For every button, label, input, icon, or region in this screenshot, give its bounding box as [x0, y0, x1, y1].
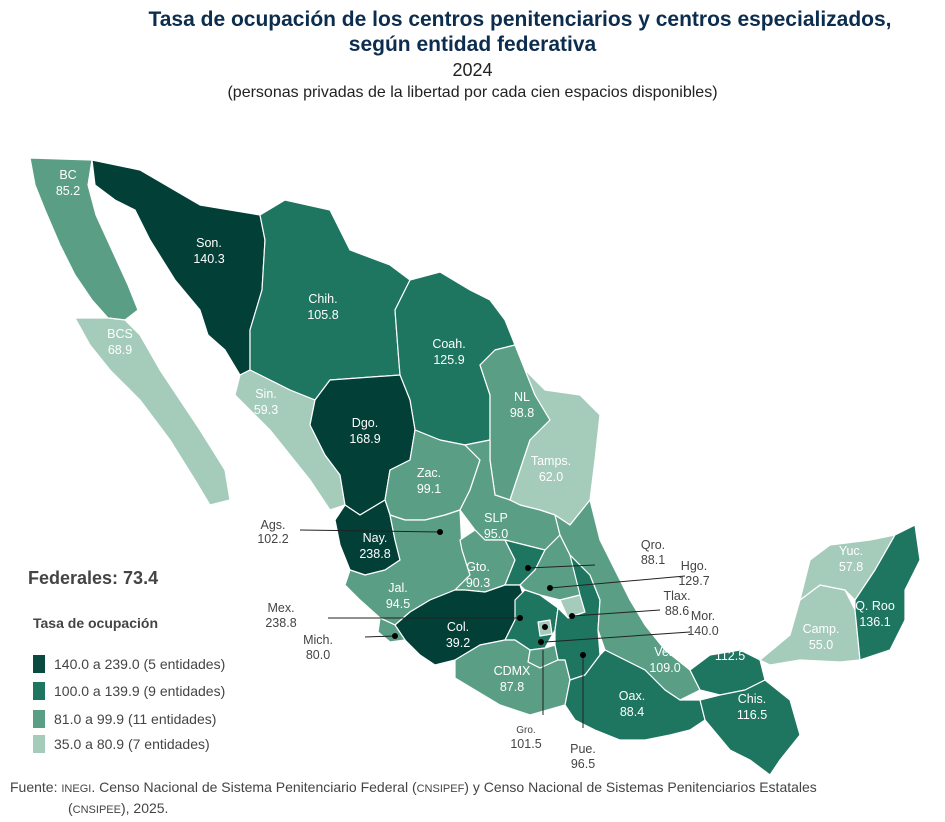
label-nl-abbr: NL: [514, 390, 530, 404]
source-cnsipee: CNSIPEE: [72, 804, 121, 816]
label-mex-abbr: Mex.: [267, 601, 294, 615]
label-tab-value: 112.5: [715, 649, 745, 663]
legend-label: 81.0 a 99.9 (11 entidades): [54, 711, 217, 727]
legend-label: 100.0 a 139.9 (9 entidades): [54, 683, 226, 699]
label-oax-abbr: Oax.: [619, 689, 645, 703]
state-chis[interactable]: [699, 679, 801, 776]
source-close: ), 2025.: [120, 800, 169, 816]
label-slp-abbr: SLP: [484, 511, 508, 525]
label-tamps-abbr: Tamps.: [531, 454, 571, 468]
state-gro[interactable]: [454, 639, 571, 716]
source-cnsipef: CNSIPEF: [416, 783, 465, 795]
label-col-value: 80.0: [306, 648, 330, 662]
label-mich-value: 39.2: [446, 636, 470, 650]
source-note: Fuente: INEGI. Censo Nacional de Sistema…: [10, 778, 940, 820]
label-sin-value: 59.3: [254, 403, 278, 417]
label-ags-value: 102.2: [257, 532, 288, 546]
label-gro-abbr: CDMX: [494, 664, 531, 678]
legend-label: 140.0 a 239.0 (5 entidades): [54, 656, 226, 672]
label-son-value: 140.3: [193, 252, 224, 266]
label-yuc-value: 57.8: [839, 560, 863, 574]
label-hgo-abbr: Hgo.: [681, 559, 707, 573]
label-dgo-value: 168.9: [349, 432, 380, 446]
legend-swatch: [33, 710, 45, 728]
label-chih-value: 105.8: [307, 308, 338, 322]
label-qro-abbr: Qro.: [641, 538, 665, 552]
map-year: 2024: [452, 60, 493, 80]
legend-label: 35.0 a 80.9 (7 entidades): [54, 736, 210, 752]
label-dgo-abbr: Dgo.: [352, 416, 378, 430]
label-col-abbr: Mich.: [303, 633, 333, 647]
state-son[interactable]: [91, 159, 266, 376]
label-chih-abbr: Chih.: [308, 292, 337, 306]
label-mor-abbr: Mor.: [691, 609, 715, 623]
label-bc-abbr: BC: [59, 168, 76, 182]
label-bcs-value: 68.9: [108, 343, 132, 357]
label-ags-abbr: Ags.: [260, 518, 285, 532]
legend-item: 81.0 a 99.9 (11 entidades): [33, 710, 216, 728]
label-tab-abbr: Tab.: [718, 634, 742, 648]
label-gto-value: 90.3: [466, 576, 490, 590]
label-jal-abbr: Jal.: [388, 581, 407, 595]
label-camp-abbr: Camp.: [803, 622, 840, 636]
federales-total: Federales: 73.4: [28, 568, 159, 588]
label-cdmx-value: 101.5: [510, 737, 541, 751]
legend-item: 140.0 a 239.0 (5 entidades): [33, 655, 225, 673]
label-gro-value: 87.8: [500, 680, 524, 694]
label-nay-abbr: Nay.: [363, 531, 388, 545]
label-bc-value: 85.2: [56, 184, 80, 198]
label-chis-abbr: Chis.: [738, 692, 766, 706]
label-ver-value: 109.0: [649, 661, 680, 675]
label-mor-value: 140.0: [687, 624, 718, 638]
source-text2: ) y Censo Nacional de Sistemas Penitenci…: [464, 779, 817, 795]
label-camp-value: 55.0: [809, 638, 833, 652]
label-chis-value: 116.5: [737, 708, 767, 722]
label-jal-value: 94.5: [386, 597, 410, 611]
label-mich-abbr: Col.: [447, 620, 469, 634]
label-nay-value: 238.8: [359, 547, 390, 561]
legend-swatch: [33, 735, 45, 753]
label-mex-value: 238.8: [265, 616, 296, 630]
legend-title: Tasa de ocupación: [33, 615, 158, 631]
source-text1: . Censo Nacional de Sistema Penitenciari…: [91, 779, 417, 795]
label-coah-value: 125.9: [433, 353, 464, 367]
label-tlax-value: 88.6: [665, 604, 689, 618]
state-qroo[interactable]: [854, 524, 921, 661]
label-zac-value: 99.1: [417, 482, 441, 496]
legend-swatch: [33, 655, 45, 673]
source-open: (: [68, 800, 73, 816]
label-qroo-abbr: Q. Roo: [855, 599, 895, 613]
label-gto-abbr: Gto.: [466, 560, 490, 574]
legend-item: 100.0 a 139.9 (9 entidades): [33, 682, 225, 700]
label-cdmx-abbr: Gro.: [516, 725, 535, 736]
state-bcs[interactable]: [74, 317, 231, 506]
label-qroo-value: 136.1: [859, 615, 890, 629]
label-tlax-abbr: Tlax.: [663, 589, 690, 603]
source-prefix: Fuente:: [10, 779, 58, 795]
label-bcs-abbr: BCS: [107, 327, 133, 341]
map-title-line2: según entidad federativa: [348, 33, 597, 56]
label-yuc-abbr: Yuc.: [839, 544, 863, 558]
legend-swatch: [33, 682, 45, 700]
label-nl-value: 98.8: [510, 406, 534, 420]
label-ver-abbr: Ver.: [654, 645, 676, 659]
label-pue-value: 96.5: [571, 757, 595, 771]
label-qro-value: 88.1: [641, 553, 665, 567]
source-inegi: INEGI: [61, 783, 92, 795]
label-slp-value: 95.0: [484, 527, 508, 541]
map-subtitle: (personas privadas de la libertad por ca…: [227, 84, 718, 101]
label-pue-abbr: Pue.: [570, 742, 596, 756]
label-zac-abbr: Zac.: [417, 466, 441, 480]
label-son-abbr: Son.: [196, 236, 222, 250]
legend-item: 35.0 a 80.9 (7 entidades): [33, 735, 210, 753]
label-hgo-value: 129.7: [678, 574, 709, 588]
map-title-line1: Tasa de ocupación de los centros peniten…: [148, 8, 892, 31]
label-tamps-value: 62.0: [539, 470, 563, 484]
label-sin-abbr: Sin.: [255, 387, 277, 401]
label-coah-abbr: Coah.: [432, 337, 465, 351]
label-oax-value: 88.4: [620, 705, 644, 719]
